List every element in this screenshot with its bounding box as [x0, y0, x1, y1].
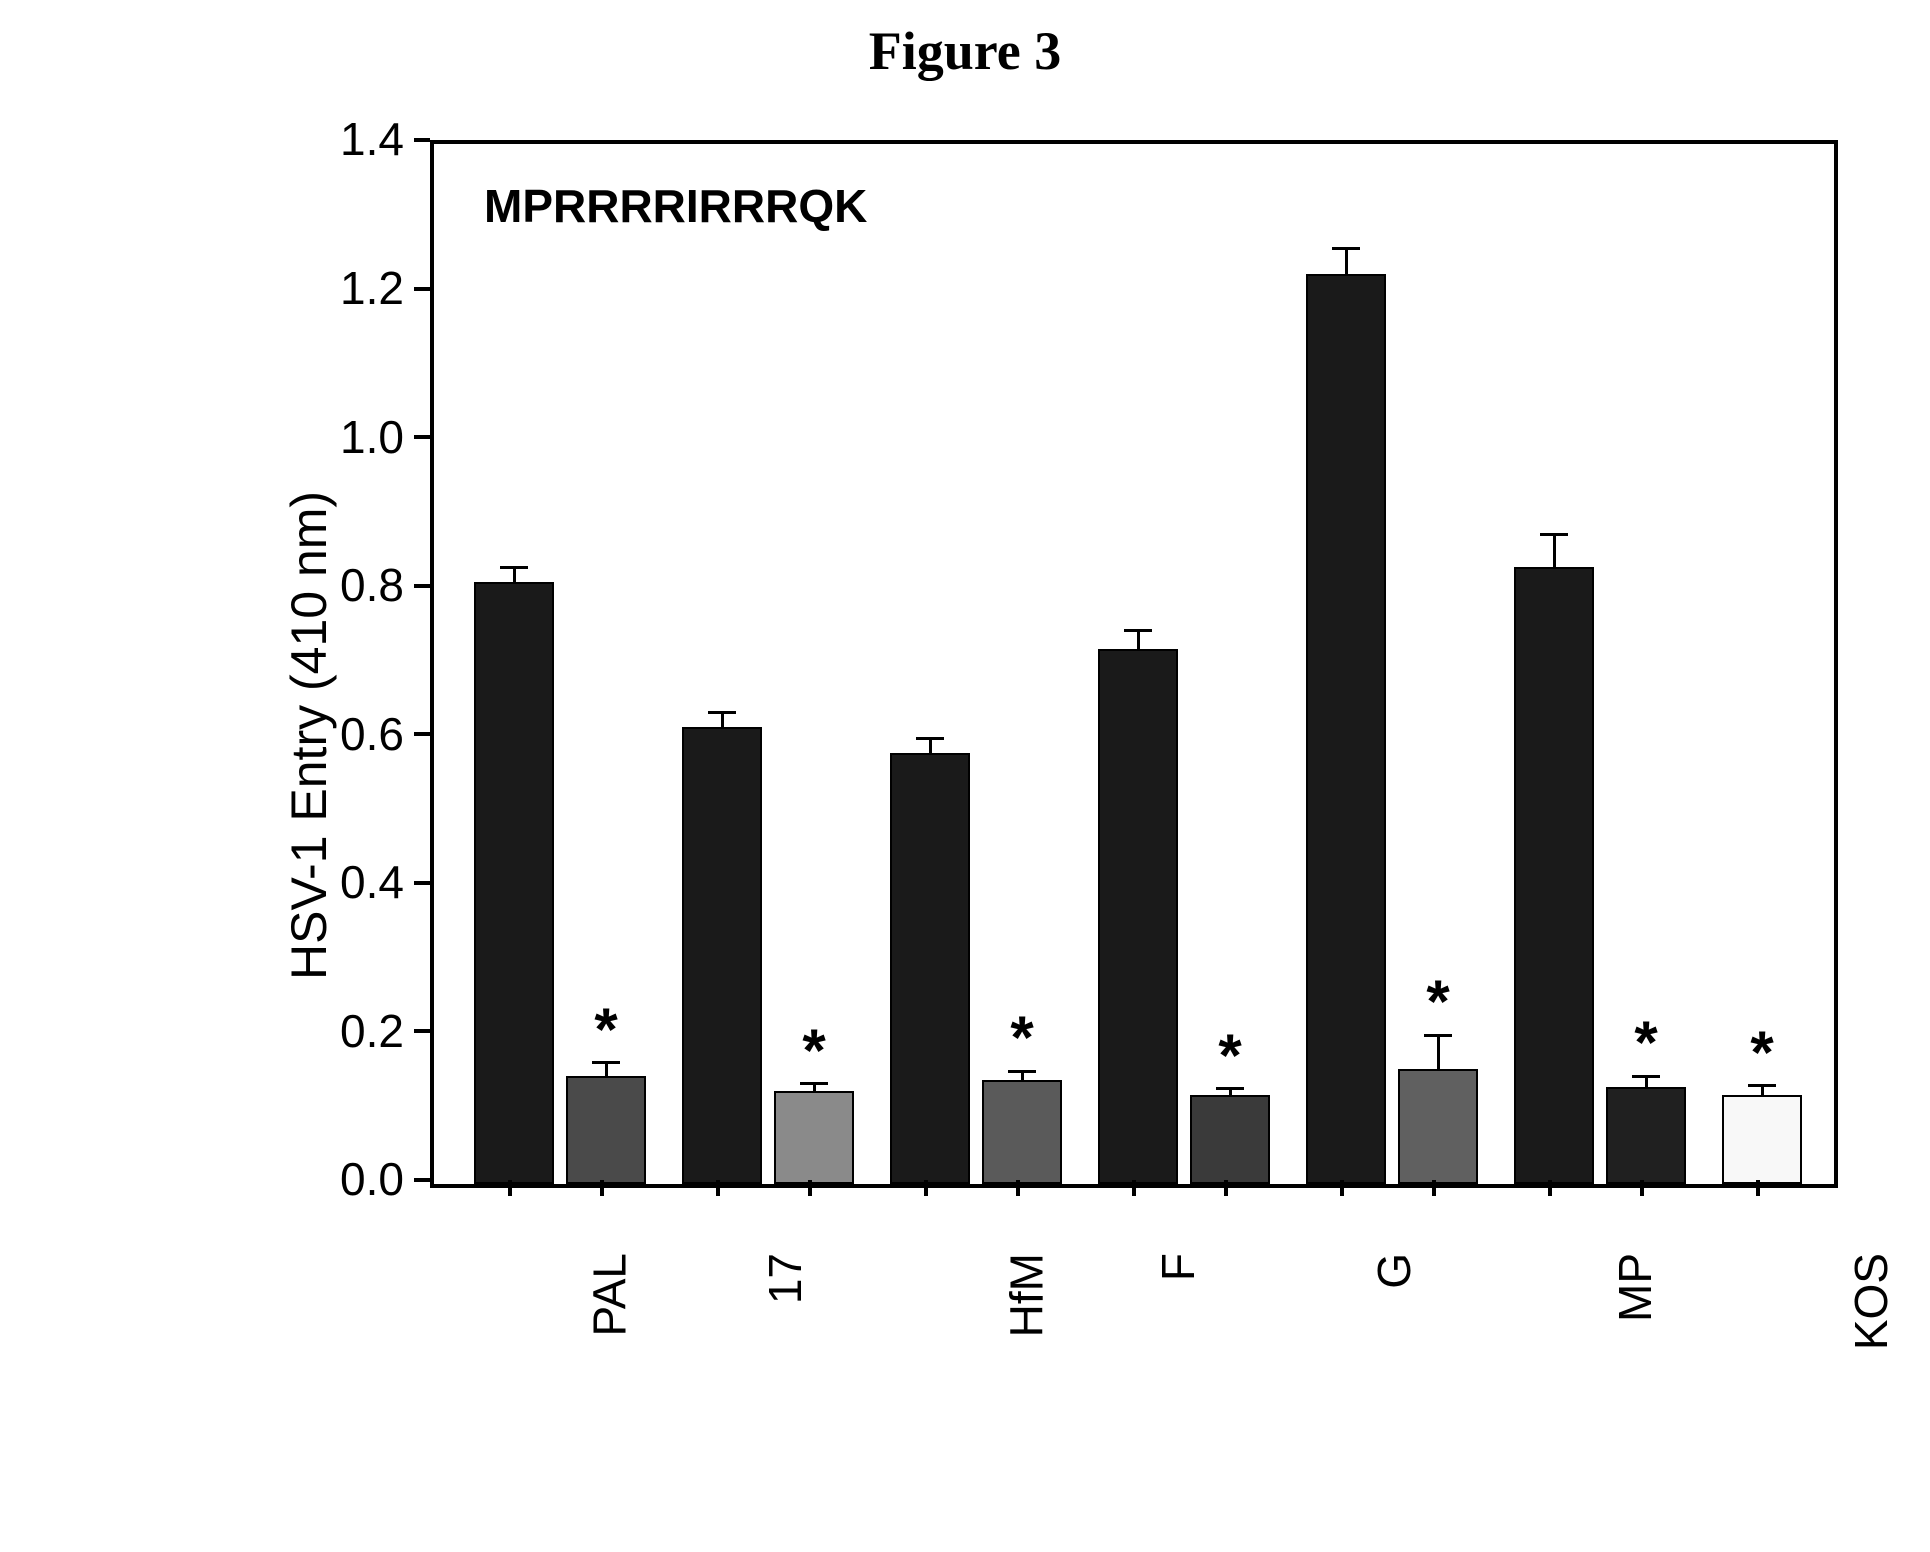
error-bar	[1137, 631, 1140, 650]
error-bar	[513, 567, 516, 582]
error-cap	[1540, 533, 1568, 536]
x-tick	[1016, 1180, 1020, 1196]
x-category-label: F	[1151, 1253, 1205, 1281]
y-tick	[414, 138, 430, 142]
y-tick-label: 0.4	[314, 855, 404, 909]
bar	[474, 582, 554, 1184]
significance-star: *	[1626, 1008, 1666, 1077]
y-tick-label: 1.2	[314, 261, 404, 315]
y-tick-label: 1.0	[314, 410, 404, 464]
x-tick	[1224, 1180, 1228, 1196]
error-bar	[1345, 248, 1348, 274]
x-tick	[600, 1180, 604, 1196]
x-tick	[1756, 1180, 1760, 1196]
x-tick	[924, 1180, 928, 1196]
significance-star: *	[1742, 1018, 1782, 1087]
y-tick	[414, 287, 430, 291]
bar	[566, 1076, 646, 1184]
y-tick-label: 0.2	[314, 1004, 404, 1058]
error-cap	[1124, 629, 1152, 632]
bar	[1098, 649, 1178, 1184]
y-tick-label: 1.4	[314, 112, 404, 166]
plot-area: MPRRRRIRRRQK * * * * * * *	[430, 140, 1838, 1188]
bar	[682, 727, 762, 1184]
x-category-label: HfM	[999, 1253, 1053, 1337]
x-category-label: MP	[1608, 1253, 1662, 1322]
bar	[774, 1091, 854, 1184]
y-tick	[414, 1178, 430, 1182]
y-tick	[414, 584, 430, 588]
bar	[1606, 1087, 1686, 1184]
x-tick	[808, 1180, 812, 1196]
bar	[1190, 1095, 1270, 1184]
x-tick	[1432, 1180, 1436, 1196]
inset-label: MPRRRRIRRRQK	[484, 179, 867, 233]
error-cap	[708, 711, 736, 714]
bar	[1306, 274, 1386, 1184]
y-tick-label: 0.6	[314, 707, 404, 761]
x-tick	[716, 1180, 720, 1196]
x-category-label: PAL	[583, 1253, 637, 1337]
error-bar	[1553, 534, 1556, 567]
error-cap	[916, 737, 944, 740]
error-bar	[721, 712, 724, 727]
x-category-label: 17	[758, 1253, 812, 1304]
significance-star: *	[1002, 1003, 1042, 1072]
y-tick	[414, 1029, 430, 1033]
error-cap	[500, 566, 528, 569]
bar	[982, 1080, 1062, 1184]
page: Figure 3 MPRRRRIRRRQK ******* HSV-1 Entr…	[0, 0, 1930, 1552]
error-bar	[605, 1063, 608, 1076]
y-tick	[414, 732, 430, 736]
bar	[1514, 567, 1594, 1184]
error-bar	[929, 738, 932, 753]
y-tick	[414, 881, 430, 885]
x-tick	[508, 1180, 512, 1196]
x-tick	[1640, 1180, 1644, 1196]
significance-star: *	[586, 995, 626, 1064]
significance-star: *	[794, 1016, 834, 1085]
x-tick	[1548, 1180, 1552, 1196]
x-tick	[1132, 1180, 1136, 1196]
bar	[1398, 1069, 1478, 1184]
significance-star: *	[1418, 967, 1458, 1036]
x-category-label: KOS	[1844, 1253, 1898, 1350]
x-category-label: G	[1367, 1253, 1421, 1289]
bar	[1722, 1095, 1802, 1184]
significance-star: *	[1210, 1021, 1250, 1090]
error-bar	[1437, 1035, 1440, 1068]
figure-title: Figure 3	[0, 20, 1930, 82]
y-tick	[414, 435, 430, 439]
y-tick-label: 0.8	[314, 558, 404, 612]
error-cap	[1332, 247, 1360, 250]
y-tick-label: 0.0	[314, 1152, 404, 1206]
error-bar	[1645, 1076, 1648, 1087]
bar	[890, 753, 970, 1184]
x-tick	[1340, 1180, 1344, 1196]
